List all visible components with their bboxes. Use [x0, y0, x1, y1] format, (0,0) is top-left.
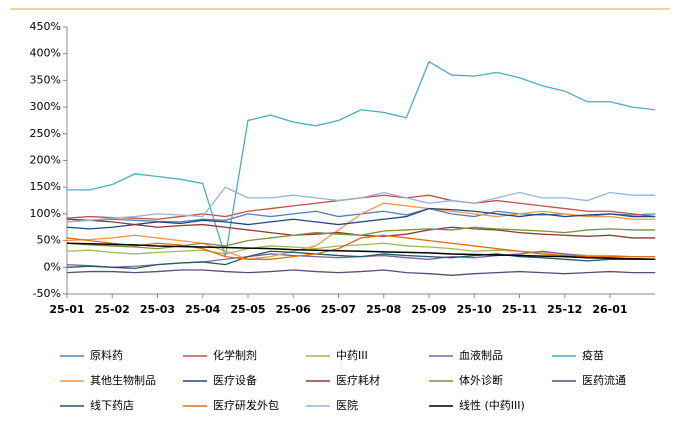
series-line [66, 207, 656, 223]
x-tick-label: 25-12 [547, 303, 582, 316]
y-tick-label: 100% [30, 207, 61, 220]
y-tick-label: 150% [30, 180, 61, 193]
series-line [66, 226, 656, 250]
y-tick-label: 400% [30, 47, 61, 60]
legend-label: 医疗研发外包 [213, 398, 279, 412]
series-line [66, 242, 656, 261]
series-line [66, 186, 656, 223]
y-tick-label: 250% [30, 127, 61, 140]
legend-label: 其他生物制品 [90, 373, 156, 387]
x-tick-label: 25-04 [185, 303, 221, 316]
y-tick-label: 350% [30, 73, 61, 86]
legend-label: 血液制品 [459, 348, 503, 362]
y-tick-label: 0% [44, 260, 61, 273]
legend-label: 化学制剂 [213, 348, 257, 362]
series-line [66, 250, 656, 270]
x-tick-label: 25-10 [457, 303, 493, 316]
series-line [66, 207, 656, 230]
x-tick-label: 25-07 [321, 303, 356, 316]
legend-label: 医疗耗材 [336, 373, 380, 387]
legend-label: 体外诊断 [459, 373, 503, 387]
y-tick-label: 200% [30, 154, 61, 167]
legend-label: 原料药 [90, 348, 123, 362]
legend-label: 医疗设备 [213, 373, 257, 387]
x-tick-label: 25-05 [230, 303, 265, 316]
y-tick-label: 450% [30, 20, 61, 33]
x-tick-label: 25-02 [95, 303, 130, 316]
legend-label: 医院 [336, 398, 358, 412]
x-tick-label: 25-09 [411, 303, 446, 316]
x-tick-label: 25-06 [276, 303, 312, 316]
series-line [66, 234, 656, 260]
x-tick-label: 25-08 [366, 303, 401, 316]
x-tick-label: 25-01 [49, 303, 84, 316]
legend-label: 疫苗 [582, 348, 604, 362]
y-tick-label: 300% [30, 100, 61, 113]
series-line [66, 194, 656, 220]
series-line [67, 60, 656, 257]
series-line [66, 202, 656, 260]
x-tick-label: 26-01 [592, 303, 627, 316]
x-tick-label: 25-11 [502, 303, 537, 316]
x-tick-label: 25-03 [140, 303, 175, 316]
legend-label: 医药流通 [582, 373, 626, 387]
legend-label: 线下药店 [90, 398, 134, 412]
legend-label: 中药III [336, 349, 368, 362]
series-line [66, 269, 656, 276]
y-tick-label: -50% [33, 287, 61, 300]
y-tick-label: 50% [37, 234, 61, 247]
legend-label: 线性 (中药III) [459, 398, 525, 412]
